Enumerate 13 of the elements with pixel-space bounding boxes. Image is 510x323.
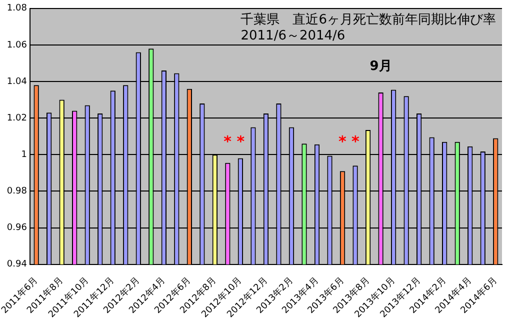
annotation: * * xyxy=(224,132,245,151)
y-tick-label: 0.98 xyxy=(6,186,28,197)
y-tick-label: 1.02 xyxy=(6,113,27,124)
chart-title: 千葉県 直近6ヶ月死亡数前年同期比伸び率 xyxy=(240,11,496,28)
annotation: 9月 xyxy=(370,58,392,74)
y-tick-label: 0.94 xyxy=(6,260,28,270)
y-tick-label: 1.06 xyxy=(6,40,28,50)
y-tick-label: 1.08 xyxy=(6,4,28,14)
y-tick-label: 1 xyxy=(21,150,27,160)
text: 2011/6～2014/6 xyxy=(240,28,346,44)
annotation: * * xyxy=(338,132,360,151)
y-tick-label: 1.04 xyxy=(6,76,28,87)
y-tick-label: 0.96 xyxy=(6,223,28,234)
